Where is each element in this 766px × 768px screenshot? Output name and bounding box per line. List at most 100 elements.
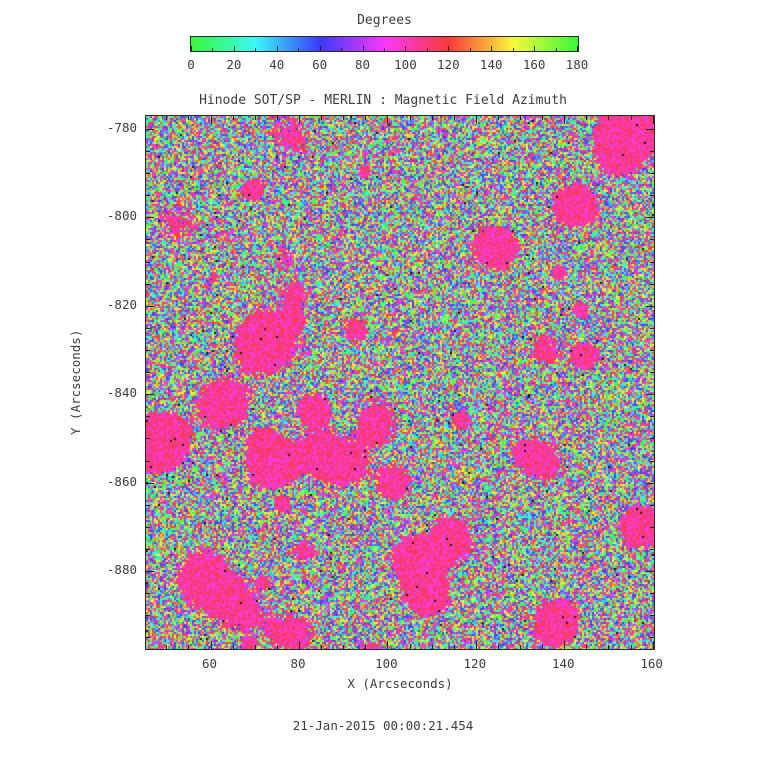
colorbar-tick-label: 40 [269, 57, 285, 72]
axis-tick [299, 116, 300, 124]
colorbar-tick-label: 60 [312, 57, 328, 72]
axis-tick [146, 571, 154, 572]
colorbar-tick [362, 46, 364, 51]
colorbar-tick [233, 46, 235, 51]
axis-tick [188, 645, 189, 649]
axis-tick [146, 350, 150, 351]
axis-tick [650, 527, 654, 528]
axis-tick [146, 394, 154, 395]
colorbar-tick [448, 46, 450, 51]
axis-tick [255, 116, 256, 120]
axis-tick [650, 262, 654, 263]
axis-tick [146, 416, 150, 417]
heatmap-canvas [146, 116, 654, 649]
colorbar-tick-label: 100 [394, 57, 417, 72]
axis-tick [211, 116, 212, 124]
axis-tick [299, 641, 300, 649]
colorbar-tick-label: 140 [479, 57, 503, 72]
axis-tick [365, 645, 366, 649]
colorbar-tick [426, 48, 428, 51]
axis-tick [653, 116, 654, 124]
colorbar-tick [298, 48, 300, 51]
axis-tick [146, 505, 150, 506]
axis-tick [586, 645, 587, 649]
axis-tick [410, 645, 411, 649]
axis-tick [650, 505, 654, 506]
axis-tick [650, 284, 654, 285]
axis-tick [631, 116, 632, 120]
axis-tick [653, 641, 654, 649]
colorbar-tick [469, 48, 471, 51]
colorbar-tick [319, 46, 321, 51]
y-tick-label: -860 [106, 473, 137, 489]
colorbar-tick [191, 46, 192, 51]
axis-tick [650, 549, 654, 550]
axis-tick [646, 571, 654, 572]
axis-tick [166, 645, 167, 649]
axis-tick [650, 151, 654, 152]
colorbar-tick [276, 46, 278, 51]
colorbar-tick [255, 48, 257, 51]
axis-tick [650, 328, 654, 329]
x-tick-label: 140 [551, 656, 575, 671]
axis-tick [432, 645, 433, 649]
axis-tick [321, 645, 322, 649]
axis-tick [146, 549, 150, 550]
axis-tick [586, 116, 587, 120]
axis-tick [146, 195, 150, 196]
plot-area [145, 115, 655, 650]
axis-tick [188, 116, 189, 120]
axis-tick [146, 262, 150, 263]
axis-tick [410, 116, 411, 120]
axis-tick [454, 645, 455, 649]
axis-tick [650, 372, 654, 373]
x-tick-label: 120 [463, 656, 487, 671]
axis-tick [146, 461, 150, 462]
axis-tick [608, 116, 609, 120]
axis-tick [646, 306, 654, 307]
axis-tick [650, 239, 654, 240]
y-tick-label: -880 [106, 562, 137, 578]
axis-tick [146, 239, 150, 240]
axis-tick [233, 645, 234, 649]
colorbar-tick [577, 46, 578, 51]
axis-tick [321, 116, 322, 120]
x-tick-label: 60 [202, 656, 218, 671]
colorbar-tick [341, 48, 343, 51]
axis-tick [365, 116, 366, 120]
colorbar-tick-label: 180 [565, 57, 589, 72]
colorbar-title: Degrees [357, 13, 412, 28]
axis-tick [343, 645, 344, 649]
axis-tick [146, 372, 150, 373]
axis-tick [233, 116, 234, 120]
axis-tick [646, 394, 654, 395]
colorbar-tick [212, 48, 214, 51]
axis-tick [146, 615, 150, 616]
axis-tick [146, 483, 154, 484]
x-tick-label: 100 [375, 656, 398, 671]
colorbar-tick [405, 46, 407, 51]
y-tick-label: -780 [106, 119, 137, 135]
y-tick-label: -800 [106, 208, 137, 224]
plot-title: Hinode SOT/SP - MERLIN : Magnetic Field … [199, 93, 567, 108]
axis-tick [146, 284, 150, 285]
axis-tick [498, 116, 499, 120]
axis-tick [146, 217, 154, 218]
colorbar-tick-label: 80 [355, 57, 371, 72]
axis-tick [387, 116, 388, 124]
axis-tick [646, 129, 654, 130]
axis-tick [520, 645, 521, 649]
axis-tick [166, 116, 167, 120]
axis-tick [277, 645, 278, 649]
axis-tick [650, 438, 654, 439]
axis-tick [608, 645, 609, 649]
colorbar-tick [555, 48, 557, 51]
axis-tick [387, 641, 388, 649]
y-tick-label: -840 [106, 385, 137, 401]
axis-tick [146, 306, 154, 307]
axis-tick [146, 129, 154, 130]
axis-tick [277, 116, 278, 120]
axis-tick [631, 645, 632, 649]
y-tick-label: -820 [106, 296, 137, 312]
